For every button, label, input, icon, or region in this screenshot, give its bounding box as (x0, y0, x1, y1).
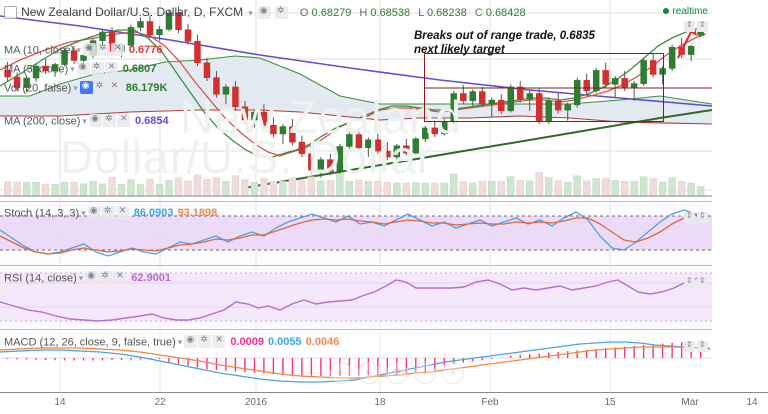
realtime-dot-icon (663, 8, 670, 15)
macd-chart-svg (0, 330, 712, 392)
candlestick-series (4, 6, 704, 178)
macd-pane[interactable] (0, 330, 712, 392)
ma5-line (0, 25, 709, 159)
macd-scale-up-button[interactable] (684, 340, 695, 352)
time-axis-label: 15 (604, 397, 616, 408)
time-axis-label: Feb (481, 397, 499, 408)
pane-separator-3[interactable] (0, 329, 768, 330)
stoch-scale-down-button[interactable] (697, 211, 708, 223)
realtime-status: realtime (663, 6, 708, 17)
rsi-scale-down-button[interactable] (697, 276, 708, 288)
zoom-out[interactable]: − (358, 362, 380, 384)
range-box-shape[interactable] (424, 53, 664, 122)
volume-series (0, 171, 712, 197)
realtime-label: realtime (672, 6, 708, 17)
rsi-band (0, 273, 712, 321)
stoch-pane[interactable] (0, 202, 712, 264)
watermark-line2: Dollar/U.S. Dollar (60, 131, 434, 183)
time-axis-label: 22 (154, 397, 166, 408)
ichimoku-cloud (0, 56, 712, 124)
rsi-pane[interactable] (0, 266, 712, 328)
price-pane[interactable] (0, 0, 712, 200)
time-axis-label: Mar (681, 397, 699, 408)
time-axis-label: 14 (746, 397, 758, 408)
pane-separator-1[interactable] (0, 201, 768, 202)
price-scale-up-button[interactable] (684, 20, 695, 32)
pane-separator-2[interactable] (0, 265, 768, 266)
time-axis-label: 14 (54, 397, 66, 408)
rsi-chart-svg (0, 266, 712, 328)
zoom-in[interactable]: + (414, 362, 436, 384)
stoch-scale-up-button[interactable] (684, 211, 695, 223)
ma10-line (0, 31, 707, 157)
rsi-line (0, 277, 709, 322)
stoch-chart-svg (0, 202, 712, 264)
price-scale-down-button[interactable] (697, 20, 708, 32)
macd-scale-down-button[interactable] (697, 340, 708, 352)
price-chart-svg (0, 0, 712, 200)
price-axis[interactable]: 0.69000.67000.66000.65000.64000.6795100.… (712, 0, 768, 392)
stoch-d-line (0, 214, 708, 255)
time-axis-label: 2016 (244, 397, 268, 408)
nav-next[interactable]: › (442, 362, 464, 384)
nav-prev[interactable]: ‹ (330, 362, 352, 384)
chart-nav-controls[interactable]: ‹ − ⟳ + › (330, 362, 464, 384)
watermark-line1: New Zealand (180, 91, 463, 143)
time-axis[interactable]: 14 22 2016 18 Feb 15 Mar 14 (0, 392, 768, 414)
uptrend-support-line[interactable] (243, 117, 661, 189)
reset-chart[interactable]: ⟳ (386, 362, 408, 384)
time-axis-label: 18 (374, 397, 386, 408)
uptrend-support-extension (659, 109, 712, 119)
rsi-scale-up-button[interactable] (684, 276, 695, 288)
breakout-note: Breaks out of range trade, 0.6835 next l… (414, 30, 595, 56)
